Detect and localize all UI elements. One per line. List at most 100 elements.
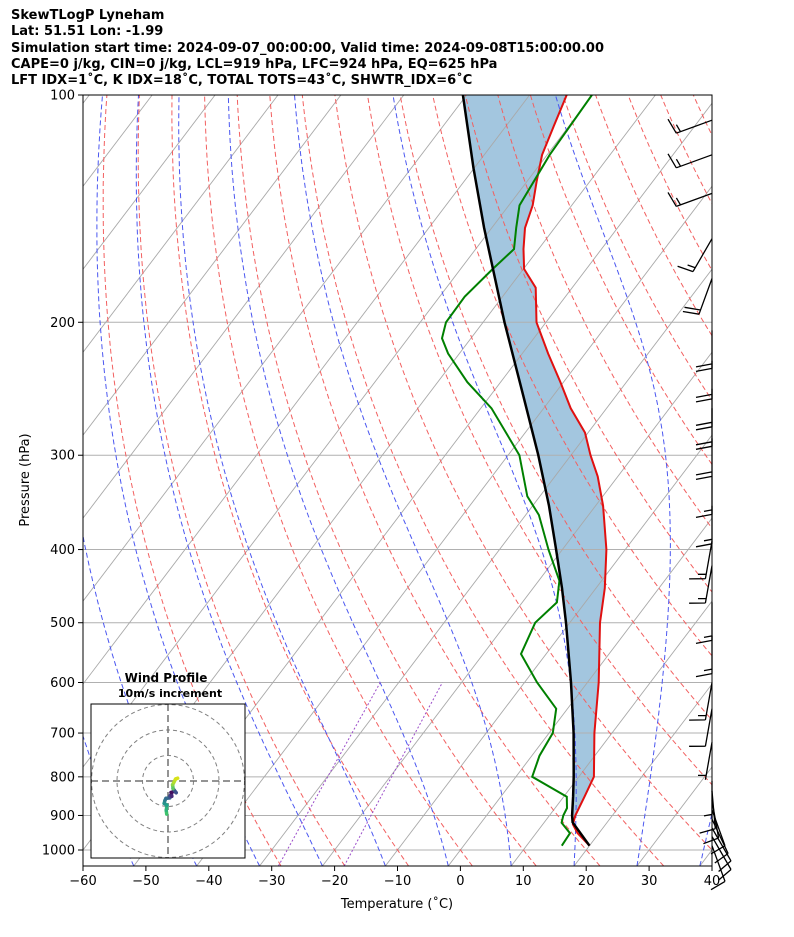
wind-barb [682, 278, 713, 315]
mixing-ratio-lines [277, 682, 443, 866]
isotherm-line [322, 351, 712, 866]
dry-adiabat-line [204, 95, 473, 866]
dry-adiabat-line [726, 95, 794, 866]
x-tick-label: 30 [641, 874, 658, 889]
y-tick-label: 300 [50, 449, 75, 464]
hodograph-frame [90, 703, 246, 859]
dry-adiabat-line [269, 95, 601, 866]
x-axis-label: Temperature (˚C) [340, 896, 453, 912]
moist-adiabat-line [135, 95, 323, 866]
y-tick-label: 800 [50, 770, 75, 785]
wind-barb [667, 118, 713, 134]
x-tick-label: 40 [704, 874, 721, 889]
wind-barb [695, 330, 713, 373]
y-axis-label: Pressure (hPa) [18, 433, 33, 526]
wind-barb [689, 565, 713, 604]
moist-adiabat-line [227, 95, 449, 866]
dry-adiabat-line [399, 95, 712, 721]
moist-adiabat-line [392, 95, 577, 866]
wind-barb [695, 476, 713, 519]
y-tick-label: 100 [50, 89, 75, 104]
wind-barb [703, 800, 720, 845]
dry-adiabat-line [759, 95, 794, 866]
chart-title: SkewTLogP Lyneham [11, 8, 165, 23]
hodograph-inset: Wind Profile 10m/s increment [90, 671, 246, 859]
x-tick-label: −10 [384, 874, 411, 889]
isotherm-line [447, 517, 712, 866]
stability-indices: LFT IDX=1˚C, K IDX=18˚C, TOTAL TOTS=43˚C… [11, 73, 473, 89]
isotherm-line [259, 268, 712, 866]
dry-adiabat-line [171, 95, 410, 866]
wind-barb [695, 505, 713, 548]
dry-adiabat-line [301, 95, 665, 866]
wind-barb [697, 742, 713, 780]
hodograph-subtitle: 10m/s increment [118, 687, 222, 700]
y-tick-label: 500 [50, 616, 75, 631]
x-tick-label: 20 [578, 874, 595, 889]
chart-header: SkewTLogP Lyneham Lat: 51.51 Lon: -1.99 … [11, 8, 786, 89]
x-tick-label: −50 [132, 874, 159, 889]
isotherm-line [83, 95, 468, 602]
isotherm-line [573, 683, 712, 866]
wind-barb [667, 153, 713, 169]
temperature-line [522, 95, 608, 847]
moist-adiabat-line [294, 95, 512, 866]
sounding-profiles [440, 95, 608, 847]
dry-adiabat-line [497, 95, 712, 530]
dry-adiabat-line [334, 95, 712, 851]
dry-adiabat-line [367, 95, 712, 786]
wind-barb [711, 827, 732, 872]
hodograph-title: Wind Profile [125, 671, 208, 685]
wind-barb [677, 238, 713, 273]
station-coordinates: Lat: 51.51 Lon: -1.99 [11, 24, 164, 40]
mixing-ratio-line [343, 682, 443, 866]
y-tick-label: 600 [50, 676, 75, 691]
wind-barb [689, 682, 713, 721]
isotherm-line [196, 185, 712, 866]
dry-adiabat-line [627, 95, 712, 272]
dry-adiabat-line [529, 95, 712, 466]
dry-adiabat-line [595, 95, 712, 337]
cape-area [462, 95, 607, 825]
x-tick-label: −20 [321, 874, 348, 889]
dry-adiabat-line [236, 95, 537, 866]
isotherm-line [83, 95, 405, 519]
x-tick-label: −40 [195, 874, 222, 889]
dry-adiabats [102, 95, 794, 866]
y-axis-ticks: 100 200 300 400 500 600 700 800 900 1000 [42, 89, 83, 859]
x-tick-label: −60 [69, 874, 96, 889]
x-tick-label: 0 [456, 874, 464, 889]
y-tick-label: 1000 [42, 844, 75, 859]
dry-adiabat-line [137, 95, 346, 866]
isotherm-line [83, 95, 216, 270]
x-axis-ticks: −60 −50 −40 −30 −20 −10 0 10 20 30 40 [69, 866, 720, 889]
wind-barb [667, 192, 713, 208]
cape-shading [462, 95, 607, 825]
isotherm-line [83, 95, 90, 105]
isotherm-line [636, 766, 712, 866]
mixing-ratio-line [277, 682, 381, 866]
hodograph-segment [173, 776, 180, 781]
isotherm-line [83, 95, 530, 685]
simulation-times: Simulation start time: 2024-09-07_00:00:… [11, 40, 604, 56]
wind-barbs [667, 118, 732, 891]
dry-adiabat-line [432, 95, 712, 657]
dry-adiabat-line [660, 95, 712, 205]
wind-barb [689, 541, 713, 580]
stability-parameters: CAPE=0 j/kg, CIN=0 j/kg, LCL=919 hPa, LF… [11, 56, 498, 72]
moist-adiabats [83, 95, 712, 866]
isotherm-line [83, 95, 342, 436]
dry-adiabat-line [464, 95, 712, 593]
parcel-profile-line [461, 95, 591, 847]
x-tick-label: 10 [515, 874, 532, 889]
y-tick-label: 200 [50, 316, 75, 331]
wind-barb [703, 780, 713, 819]
y-tick-label: 400 [50, 543, 75, 558]
y-tick-label: 700 [50, 727, 75, 742]
isotherm-line [83, 95, 279, 353]
dry-adiabat-line [692, 95, 712, 137]
wind-barb [689, 708, 713, 747]
y-tick-label: 900 [50, 809, 75, 824]
moist-adiabat-line [699, 811, 712, 866]
